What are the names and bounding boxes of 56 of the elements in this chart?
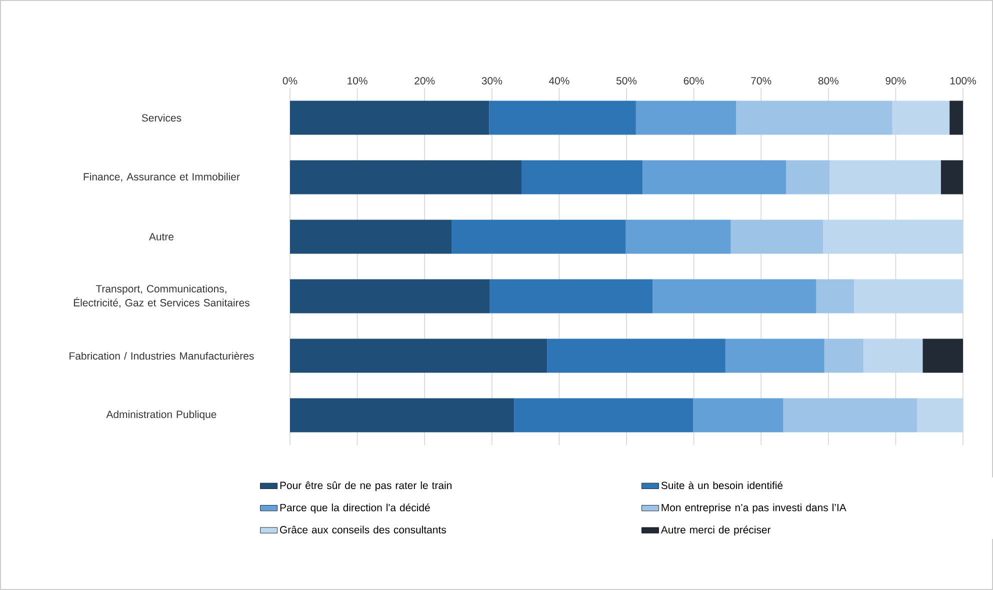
bar: [917, 398, 964, 432]
bar: [489, 100, 636, 135]
bar: [290, 338, 548, 373]
bar: [452, 220, 626, 254]
bar: [290, 160, 522, 194]
bar: [950, 100, 964, 135]
bar: [786, 160, 830, 194]
y-tick-label: Autre: [148, 233, 174, 240]
y-tick-label: Finance, Assurance et Immobilier: [84, 172, 240, 182]
bar: [725, 338, 824, 373]
bar: [736, 100, 892, 135]
bar: [290, 100, 490, 135]
bar: [922, 338, 964, 373]
legend-label: Mon entreprise n’a pas investi dans l’IA: [662, 504, 846, 514]
x-tick-label: 50%: [616, 77, 637, 84]
bar: [892, 100, 950, 135]
x-tick-label: 90%: [886, 77, 906, 84]
bar: [730, 220, 824, 254]
x-tick-label: 20%: [414, 77, 435, 84]
bar: [547, 338, 726, 373]
x-tick-label: 10%: [348, 77, 368, 84]
bar: [490, 279, 653, 314]
bar: [940, 160, 964, 194]
x-tick-label: 0%: [282, 77, 298, 84]
bar: [522, 160, 643, 194]
bar: [823, 220, 964, 254]
bar: [626, 220, 731, 254]
bar: [824, 338, 864, 373]
bar: [693, 398, 784, 432]
y-tick-label: Transport, Communications, Électricité, Gaz et Services Sanitaires: [74, 284, 250, 308]
x-tick-label: 40%: [548, 77, 570, 84]
legend-label: Pour être sûr de ne pas rater le train: [280, 481, 452, 492]
bar: [642, 160, 786, 194]
bar: [854, 279, 964, 314]
legend-label: Grâce aux conseils des consultants: [280, 526, 446, 534]
bar: [652, 279, 816, 314]
bar: [290, 279, 490, 314]
x-tick-label: 30%: [482, 77, 502, 84]
x-tick-label: 60%: [684, 77, 704, 84]
x-tick-label: 80%: [818, 77, 838, 84]
legend-label: Autre merci de préciser: [660, 526, 771, 536]
x-tick-label: 70%: [751, 77, 772, 84]
bar: [783, 398, 918, 432]
bar: [816, 279, 854, 314]
legend-label: Parce que la direction l'a décidé: [280, 504, 430, 514]
y-tick-label: Services: [142, 114, 182, 122]
bar: [636, 100, 736, 135]
x-tick-label: 100%: [950, 77, 976, 84]
bar: [290, 220, 452, 254]
y-tick-label: Fabrication / Industries Manufacturières: [70, 352, 254, 360]
bar: [863, 338, 923, 373]
y-tick-label: Administration Publique: [106, 410, 216, 420]
bar: [830, 160, 941, 194]
legend-label: Suite à un besoin identifié: [661, 481, 783, 490]
bar: [290, 398, 514, 432]
bar: [514, 398, 694, 432]
